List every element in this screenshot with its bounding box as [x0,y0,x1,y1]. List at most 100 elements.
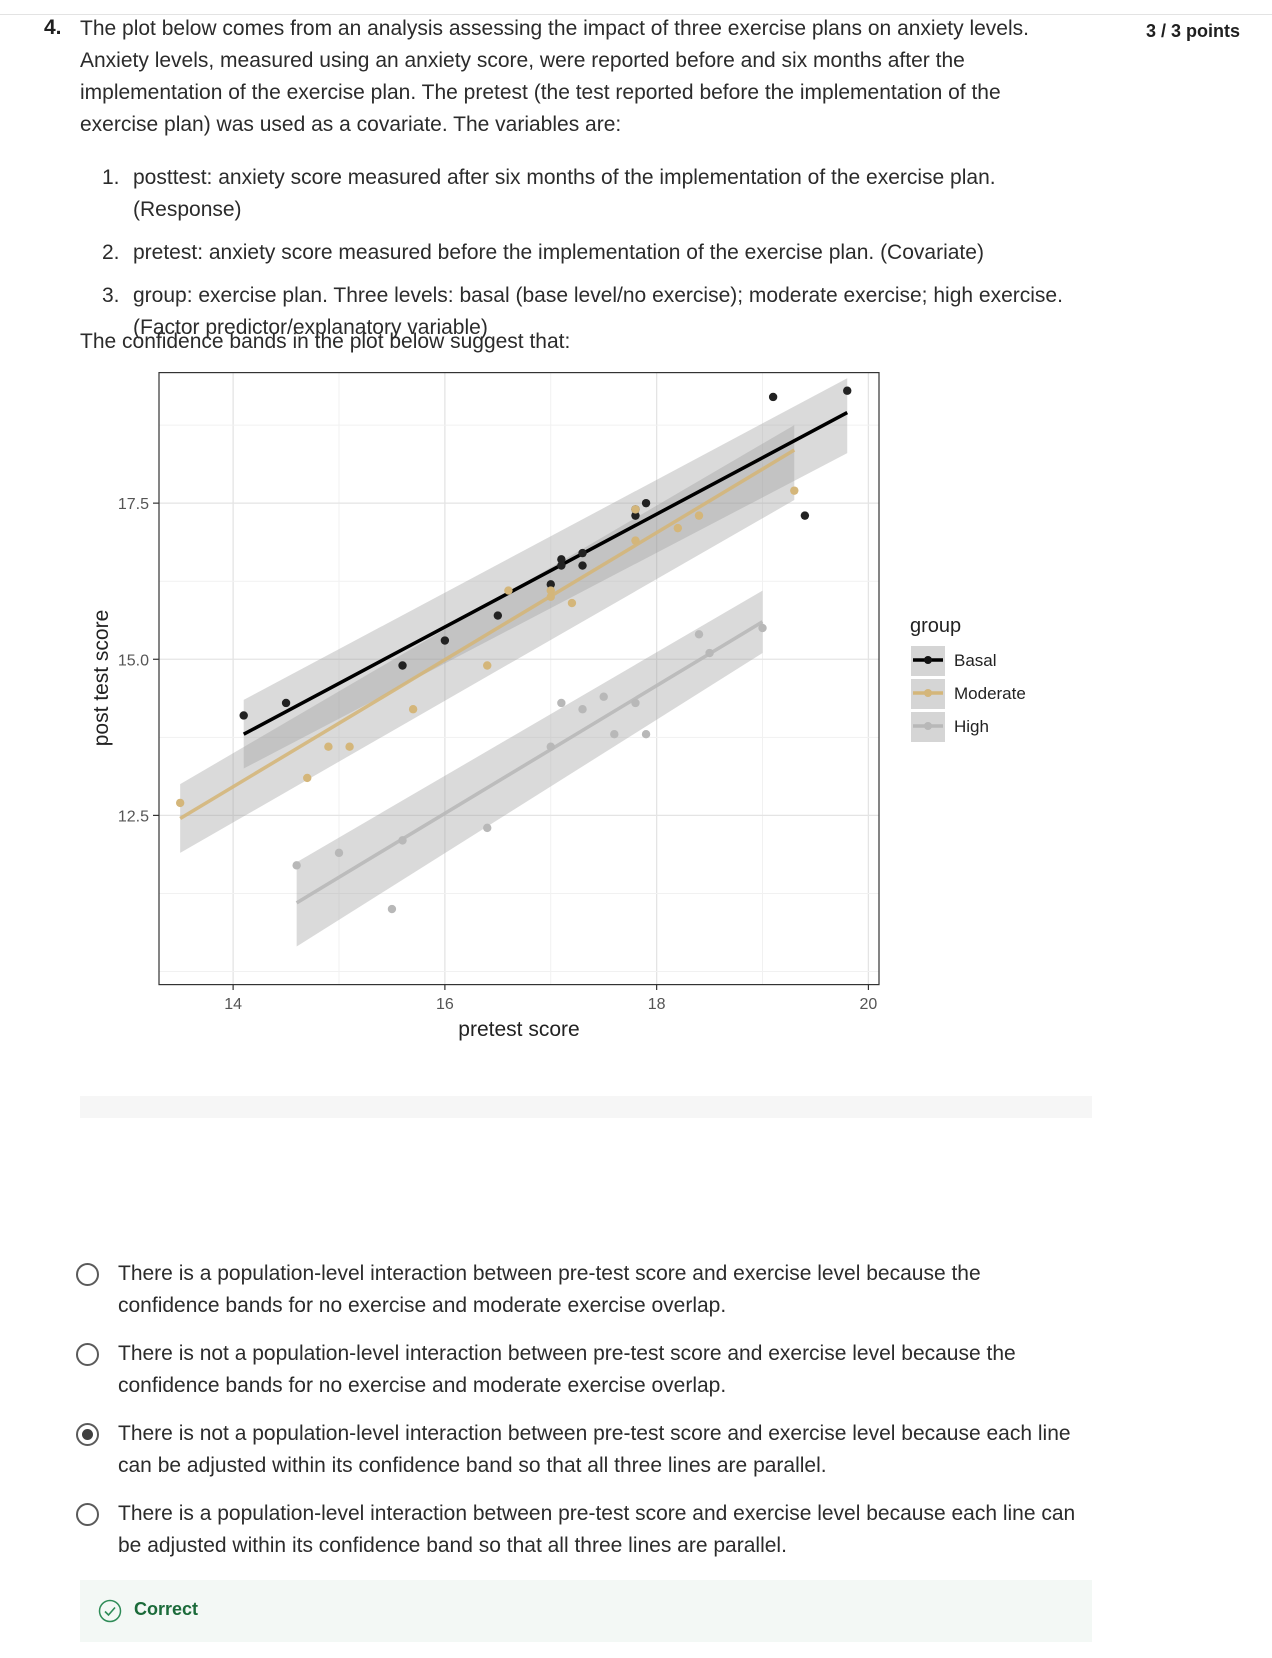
radio-button[interactable] [76,1503,99,1526]
data-point-basal [641,498,651,508]
data-point-moderate [546,592,555,602]
data-point-moderate [694,511,704,520]
data-point-moderate [324,742,333,751]
data-point-high [578,705,587,714]
data-point-basal [631,511,640,520]
y-tick-label: 12.5 [118,808,149,825]
scatter-chart: 14 16 18 20 12.5 15.0 17.5 pretest score post … [90,372,1026,1041]
answer-option-3[interactable]: There is not a population-level interact… [76,1418,1076,1482]
feedback-banner: Correct [80,1580,1092,1642]
x-tick-label: 16 [436,996,454,1013]
data-point-moderate [345,742,354,751]
list-item-number: 2. [102,241,120,264]
data-point-high [599,692,608,701]
fit-lines [179,411,849,905]
list-item-text: posttest: anxiety score measured after s… [133,166,996,221]
data-point-basal [578,548,587,558]
list-item-text: group: exercise plan. Three levels: basa… [133,284,1063,339]
question-number: 4. [44,16,62,39]
list-item-text: pretest: anxiety score measured before t… [133,241,984,264]
legend-key-point [924,689,932,697]
data-point-basal [843,386,852,395]
data-points [175,386,852,914]
option-text: There is not a population-level interact… [118,1422,1071,1477]
data-point-high [705,648,714,658]
variable-list: 1. posttest: anxiety score measured after… [80,162,1080,355]
answer-options: There is a population-level interaction … [76,1258,1076,1578]
axes: 14 16 18 20 12.5 15.0 17.5 [118,496,878,1013]
top-divider [0,14,1272,15]
y-tick-label: 17.5 [118,496,149,513]
list-item: 2. pretest: anxiety score measured before… [80,237,1080,269]
data-point-basal [281,698,291,708]
data-point-high [483,823,492,833]
check-circle-icon [98,1599,122,1623]
confidence-band-moderate [180,425,795,853]
list-item: 1. posttest: anxiety score measured after… [80,162,1080,226]
x-tick-label: 20 [860,996,878,1013]
legend-label: High [954,717,989,736]
list-item-number: 1. [102,166,120,189]
data-point-high [546,742,555,751]
data-point-high [694,630,704,639]
data-point-basal [239,711,248,720]
answer-option-1[interactable]: There is a population-level interaction … [76,1258,1076,1322]
confidence-band-high [296,590,763,947]
legend-key-point [924,656,932,664]
answer-option-2[interactable]: There is not a population-level interact… [76,1338,1076,1402]
data-point-basal [578,561,587,570]
points-badge: 3 / 3 points [1146,21,1241,41]
data-point-basal [768,392,778,402]
fit-line-basal [242,411,849,736]
data-point-basal [800,511,810,520]
data-point-moderate [567,598,577,608]
option-text: There is a population-level interaction … [118,1262,981,1317]
data-point-moderate [504,586,513,595]
question-prompt: The confidence bands in the plot below s… [80,330,571,353]
data-point-moderate [175,798,185,808]
data-point-high [292,861,301,870]
data-point-high [334,848,344,858]
data-point-basal [398,661,407,670]
radio-button-selected[interactable] [76,1423,99,1446]
x-tick-label: 14 [224,996,242,1013]
chart-grid [159,372,879,984]
data-point-high [387,904,397,914]
data-point-basal [546,580,555,589]
data-point-moderate [303,773,312,783]
radio-button[interactable] [76,1263,99,1286]
list-item-number: 3. [102,284,120,307]
data-point-moderate [631,536,640,545]
feedback-label: Correct [134,1599,199,1619]
data-point-moderate [408,705,418,714]
data-point-high [610,730,619,739]
data-point-basal [557,561,566,570]
answer-option-4[interactable]: There is a population-level interaction … [76,1498,1076,1562]
data-point-high [641,730,651,739]
legend-label: Basal [954,651,997,670]
data-point-high [758,623,767,633]
question-text: The plot below comes from an analysis as… [80,17,1029,136]
option-text: There is not a population-level interact… [118,1342,1016,1397]
legend: group Basal Moderate High [910,615,1026,742]
list-item: 3. group: exercise plan. Three levels: ba… [80,280,1080,344]
legend-label: Moderate [954,684,1026,703]
legend-title: group [910,615,961,637]
fit-line-moderate [179,448,796,821]
fit-line-high [295,620,764,905]
data-point-moderate [483,661,492,670]
panel-border [158,372,880,986]
data-point-moderate [790,486,799,495]
data-point-high [631,698,640,708]
data-point-moderate [673,523,683,533]
y-axis-label: post test score [90,610,113,747]
data-point-basal [557,555,566,564]
chart-figure: 14 16 18 20 12.5 15.0 17.5 pretest score post … [80,372,1092,1118]
radio-button[interactable] [76,1343,99,1366]
x-tick-label: 18 [648,996,666,1013]
data-point-high [398,836,407,845]
confidence-bands [180,378,848,947]
data-point-high [557,698,566,708]
y-tick-label: 15.0 [118,652,149,669]
data-point-moderate [631,505,640,514]
